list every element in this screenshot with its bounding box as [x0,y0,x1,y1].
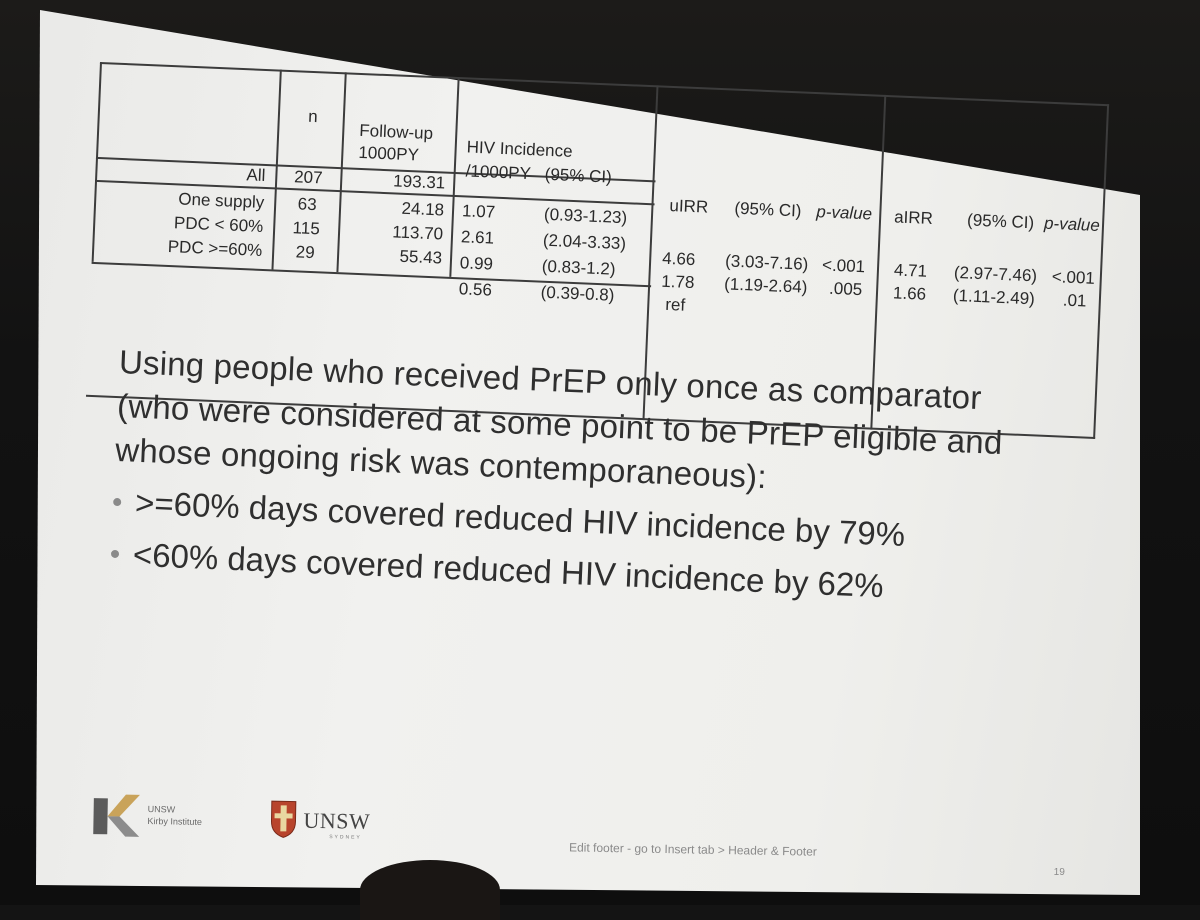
header-followup-2: 1000PY [358,142,420,165]
cell-incidence: 2.61 [460,227,495,248]
cell-airr-ci: (2.97-7.46) [953,262,1038,286]
kirby-institute-logo-icon [93,794,140,837]
cell-airr-p: <.001 [1051,267,1096,288]
header-uirr-ci: (95% CI) [734,198,802,221]
footer-note: Edit footer - go to Insert tab > Header … [568,840,817,859]
cell-followup: 55.43 [399,246,443,268]
header-airr: aIRR [893,207,934,229]
bullet-dot-icon [110,549,120,559]
page-number: 19 [1053,866,1065,879]
row-label: PDC >=60% [167,237,263,260]
cell-uirr-ci: (3.03-7.16) [724,251,809,274]
slide-footer: UNSW Kirby Institute UNSW SYDNEY Edit fo… [88,790,1099,898]
kirby-institute-wordmark: UNSW Kirby Institute [147,803,202,828]
cell-n: 115 [292,218,321,239]
cell-incidence: 0.99 [459,253,494,274]
cell-uirr-p: .005 [828,278,863,300]
cell-airr: 4.71 [893,260,928,281]
header-airr-p: p-value [1043,213,1101,236]
cell-all-n: 207 [293,167,323,188]
unsw-crest-icon [270,800,297,838]
header-uirr-p: p-value [815,202,873,224]
cell-all-followup: 193.31 [392,171,446,193]
cell-incidence-ci: (2.04-3.33) [542,230,627,254]
cell-uirr: 1.78 [660,271,695,293]
cell-incidence-ci: (0.83-1.2) [541,256,616,279]
cell-airr: 1.66 [892,283,927,304]
cell-n: 63 [297,194,318,215]
kirby-line-2: Kirby Institute [147,816,203,827]
cell-incidence: 1.07 [461,201,496,222]
header-airr-ci: (95% CI) [966,210,1035,233]
header-incidence-1: HIV Incidence [466,137,573,161]
unsw-wordmark: UNSW [303,807,371,834]
slide-body: Using people who received PrEP only once… [110,340,1039,614]
cell-airr-ci: (1.11-2.49) [952,285,1036,309]
unsw-subtitle: SYDNEY [329,834,362,841]
header-incidence-2: /1000PY (95% CI) [465,161,613,187]
table-line [449,76,460,277]
cell-n: 29 [295,242,316,263]
bullet-dot-icon [113,497,122,507]
cell-incidence: 0.56 [458,279,493,300]
cell-followup: 113.70 [392,222,444,244]
row-label: One supply [177,189,265,212]
cell-incidence-ci: (0.93-1.23) [543,204,628,228]
cell-uirr-ci: (1.19-2.64) [723,274,808,297]
header-uirr: uIRR [669,195,709,217]
cell-uirr-p: <.001 [821,255,866,277]
header-n: n [307,106,319,127]
audience-head [360,860,500,920]
header-followup-1: Follow-up [358,120,434,143]
cell-uirr: 4.66 [661,248,696,270]
row-label: PDC < 60% [173,213,264,236]
cell-uirr-ref: ref [664,294,686,315]
cell-airr-p: .01 [1062,290,1087,311]
kirby-line-1: UNSW [147,804,176,815]
cell-followup: 24.18 [401,198,445,220]
cell-incidence-ci: (0.39-0.8) [540,282,615,305]
